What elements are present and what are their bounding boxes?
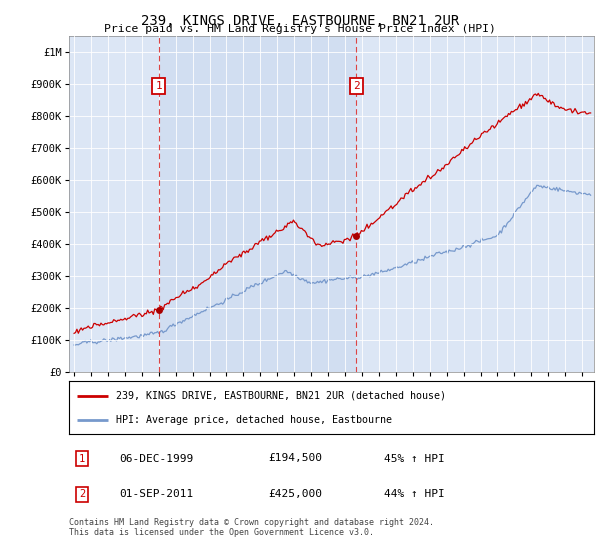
Text: 01-SEP-2011: 01-SEP-2011 xyxy=(119,489,193,499)
Bar xyxy=(159,36,356,372)
Text: £194,500: £194,500 xyxy=(269,454,323,464)
Text: 239, KINGS DRIVE, EASTBOURNE, BN21 2UR (detached house): 239, KINGS DRIVE, EASTBOURNE, BN21 2UR (… xyxy=(116,391,446,401)
Text: 45% ↑ HPI: 45% ↑ HPI xyxy=(384,454,445,464)
Text: Price paid vs. HM Land Registry's House Price Index (HPI): Price paid vs. HM Land Registry's House … xyxy=(104,24,496,34)
Text: 1: 1 xyxy=(155,81,162,91)
Text: £425,000: £425,000 xyxy=(269,489,323,499)
Text: 2: 2 xyxy=(79,489,85,499)
Text: 1: 1 xyxy=(79,454,85,464)
Text: 239, KINGS DRIVE, EASTBOURNE, BN21 2UR: 239, KINGS DRIVE, EASTBOURNE, BN21 2UR xyxy=(141,14,459,28)
Text: Contains HM Land Registry data © Crown copyright and database right 2024.
This d: Contains HM Land Registry data © Crown c… xyxy=(69,518,434,538)
Text: 2: 2 xyxy=(353,81,360,91)
Text: HPI: Average price, detached house, Eastbourne: HPI: Average price, detached house, East… xyxy=(116,415,392,425)
Text: 44% ↑ HPI: 44% ↑ HPI xyxy=(384,489,445,499)
Text: 06-DEC-1999: 06-DEC-1999 xyxy=(119,454,193,464)
